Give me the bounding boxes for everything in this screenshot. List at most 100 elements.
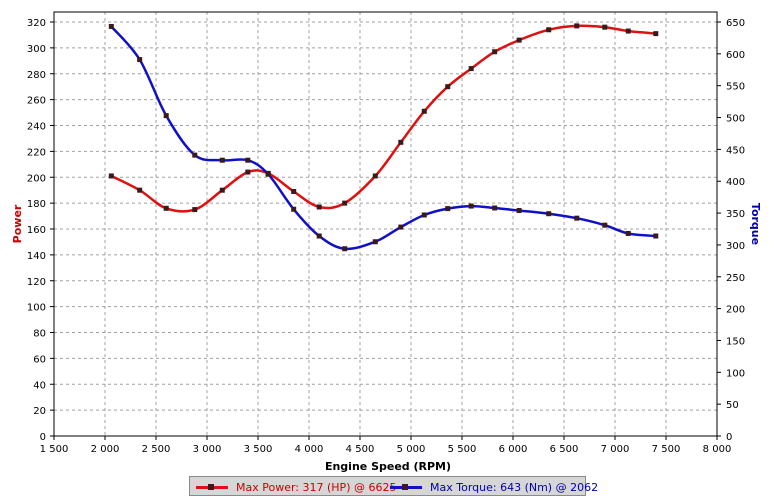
torque-data-point — [342, 246, 348, 252]
torque-series-line — [110, 25, 656, 251]
y-right-tick-label: 300 — [726, 241, 745, 252]
power-data-point — [219, 187, 225, 193]
legend-label-power: Max Power: 317 (HP) @ 6625 — [236, 480, 397, 494]
x-tick-label: 3 500 — [244, 444, 273, 455]
torque-data-point — [316, 233, 322, 239]
power-data-point — [492, 49, 498, 55]
legend-item-torque: Max Torque: 643 (Nm) @ 2062 — [390, 479, 598, 495]
torque-data-point — [574, 215, 580, 221]
y-left-tick-label: 80 — [33, 329, 46, 340]
power-data-point — [291, 188, 297, 194]
power-data-point — [546, 27, 552, 33]
power-data-point — [108, 173, 114, 179]
y-axis-right-title: Torque — [749, 203, 762, 245]
y-left-tick-label: 160 — [27, 225, 46, 236]
power-data-point — [516, 37, 522, 43]
legend-swatch-power — [196, 483, 228, 490]
y-left-tick-label: 200 — [27, 173, 46, 184]
x-tick-label: 4 000 — [295, 444, 324, 455]
y-right-tick-label: 200 — [726, 305, 745, 316]
y-left-tick-label: 60 — [33, 354, 46, 365]
y-left-tick-label: 140 — [27, 251, 46, 262]
y-right-tick-label: 150 — [726, 336, 745, 347]
y-right-tick-label: 500 — [726, 114, 745, 125]
torque-data-point — [516, 208, 522, 214]
x-tick-label: 1 500 — [40, 444, 69, 455]
y-left-tick-label: 120 — [27, 277, 46, 288]
power-data-point — [625, 28, 631, 34]
x-tick-label: 2 500 — [142, 444, 171, 455]
power-data-point — [421, 108, 427, 114]
legend-label-torque: Max Torque: 643 (Nm) @ 2062 — [430, 480, 599, 494]
y-right-tick-label: 100 — [726, 368, 745, 379]
power-data-point — [468, 66, 474, 72]
x-axis-title: Engine Speed (RPM) — [325, 460, 451, 473]
series-layer — [108, 23, 659, 252]
torque-data-point — [492, 205, 498, 211]
y-left-tick-label: 0 — [40, 432, 46, 443]
y-left-tick-label: 280 — [27, 70, 46, 81]
torque-data-point — [108, 23, 114, 29]
torque-data-point — [219, 157, 225, 163]
y-left-tick-label: 260 — [27, 96, 46, 107]
torque-data-point — [421, 212, 427, 218]
y-right-tick-label: 50 — [726, 400, 739, 411]
torque-data-point — [137, 57, 143, 63]
x-tick-label: 6 500 — [550, 444, 579, 455]
power-data-point — [342, 200, 348, 206]
x-tick-label: 7 500 — [652, 444, 681, 455]
torque-data-point — [625, 230, 631, 236]
y-right-tick-label: 450 — [726, 145, 745, 156]
power-data-point — [445, 84, 451, 90]
power-data-point — [574, 23, 580, 29]
torque-data-point — [653, 233, 659, 239]
x-tick-label: 7 000 — [601, 444, 630, 455]
x-tick-label: 2 000 — [91, 444, 120, 455]
y-right-tick-label: 600 — [726, 50, 745, 61]
power-data-point — [602, 24, 608, 30]
y-right-tick-label: 400 — [726, 177, 745, 188]
torque-data-point — [163, 113, 169, 119]
torque-data-point — [398, 224, 404, 230]
legend-swatch-torque — [390, 483, 422, 490]
x-tick-label: 4 500 — [346, 444, 375, 455]
torque-data-point — [546, 211, 552, 217]
y-axis-right: 0 50 100 150 200 250 300 350 400 450 500 550 600 650 — [717, 18, 745, 443]
x-tick-label: 3 000 — [193, 444, 222, 455]
torque-data-point — [291, 206, 297, 212]
plot-frame — [53, 11, 718, 437]
torque-data-point — [265, 171, 271, 177]
power-data-point — [137, 187, 143, 193]
torque-data-point — [602, 222, 608, 228]
x-tick-label: 8 000 — [703, 444, 732, 455]
y-right-tick-label: 650 — [726, 18, 745, 29]
torque-data-point — [192, 152, 198, 158]
x-axis: 1 500 2 000 2 500 3 000 3 500 4 000 4 500 5 000… — [40, 436, 732, 455]
power-data-point — [653, 31, 659, 37]
y-axis-left: 0 20 40 60 80 100 120 140 160 180 200 220 240 260 280 3… — [27, 18, 54, 443]
power-data-point — [245, 169, 251, 175]
y-left-tick-label: 220 — [27, 147, 46, 158]
power-data-point — [398, 139, 404, 145]
torque-data-point — [245, 157, 251, 163]
legend-item-power: Max Power: 317 (HP) @ 6625 — [196, 479, 396, 495]
y-left-tick-label: 180 — [27, 199, 46, 210]
y-left-tick-label: 240 — [27, 122, 46, 133]
torque-data-point — [445, 206, 451, 212]
y-right-tick-label: 350 — [726, 209, 745, 220]
power-data-point — [316, 204, 322, 210]
torque-data-point — [372, 239, 378, 245]
x-tick-label: 6 000 — [499, 444, 528, 455]
power-series-line — [110, 24, 656, 213]
y-right-tick-label: 550 — [726, 82, 745, 93]
y-axis-left-title: Power — [11, 204, 24, 243]
x-tick-label: 5 000 — [397, 444, 426, 455]
power-data-point — [163, 205, 169, 211]
y-left-tick-label: 20 — [33, 406, 46, 417]
y-left-tick-label: 40 — [33, 380, 46, 391]
y-left-tick-label: 320 — [27, 18, 46, 29]
x-tick-label: 5 500 — [448, 444, 477, 455]
y-left-tick-label: 300 — [27, 44, 46, 55]
